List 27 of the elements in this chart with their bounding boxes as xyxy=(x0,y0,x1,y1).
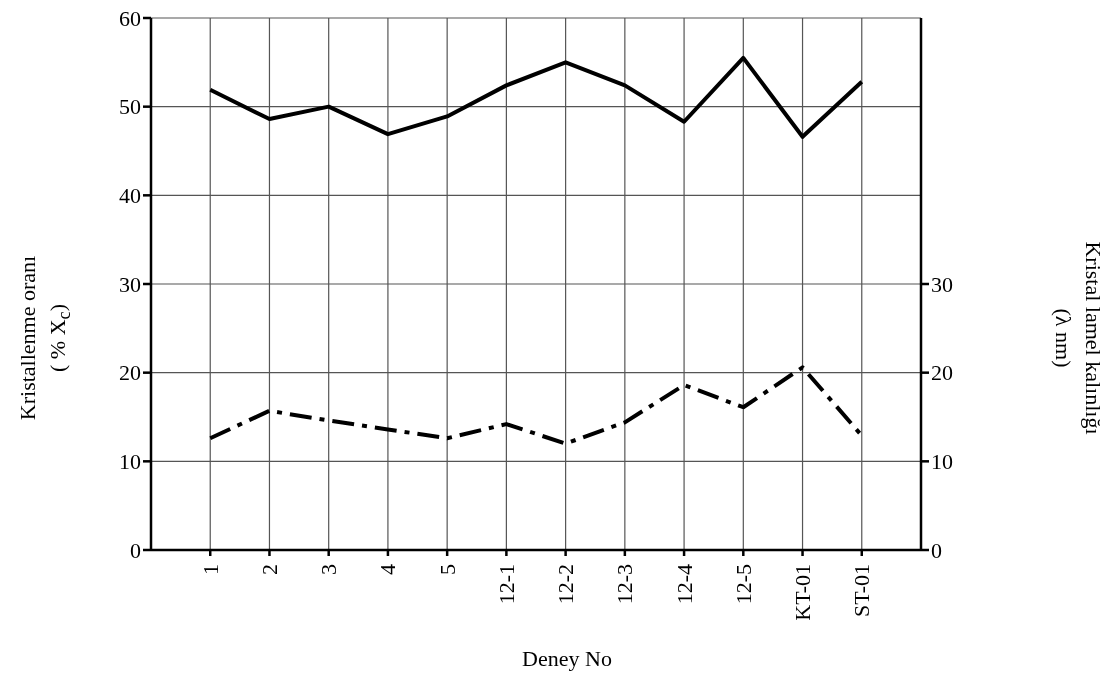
x-tick-label: 12-5 xyxy=(730,564,756,605)
y-tick-label: 10 xyxy=(119,449,141,475)
x-axis-title: Deney No xyxy=(522,645,612,673)
y2-tick-label: 0 xyxy=(931,537,942,563)
x-tick-label: 2 xyxy=(256,564,282,575)
x-tick-label: 12-2 xyxy=(553,564,579,605)
x-tick-label: 12-4 xyxy=(671,564,697,605)
x-tick-label: 12-1 xyxy=(493,564,519,605)
y-tick-label: 20 xyxy=(119,360,141,386)
y-tick-label: 0 xyxy=(130,537,141,563)
y2-axis-title: Kristal lamel kalınlığı (λ nm) xyxy=(1050,241,1107,435)
y-tick-label: 40 xyxy=(119,183,141,209)
x-tick-label: 12-3 xyxy=(612,564,638,605)
y-tick-label: 50 xyxy=(119,94,141,120)
line-series xyxy=(208,365,864,446)
y-tick-label: 30 xyxy=(119,271,141,297)
y2-tick-label: 20 xyxy=(931,360,953,386)
x-tick-label: 1 xyxy=(197,564,223,575)
line-series xyxy=(208,55,864,139)
y2-tick-label: 10 xyxy=(931,449,953,475)
x-tick-label: 5 xyxy=(434,564,460,575)
x-tick-label: KT-01 xyxy=(790,564,816,621)
x-tick-label: 4 xyxy=(375,564,401,575)
x-tick-label: 3 xyxy=(316,564,342,575)
y-tick-label: 60 xyxy=(119,5,141,31)
x-tick-label: ST-01 xyxy=(849,564,875,617)
y2-tick-label: 30 xyxy=(931,271,953,297)
